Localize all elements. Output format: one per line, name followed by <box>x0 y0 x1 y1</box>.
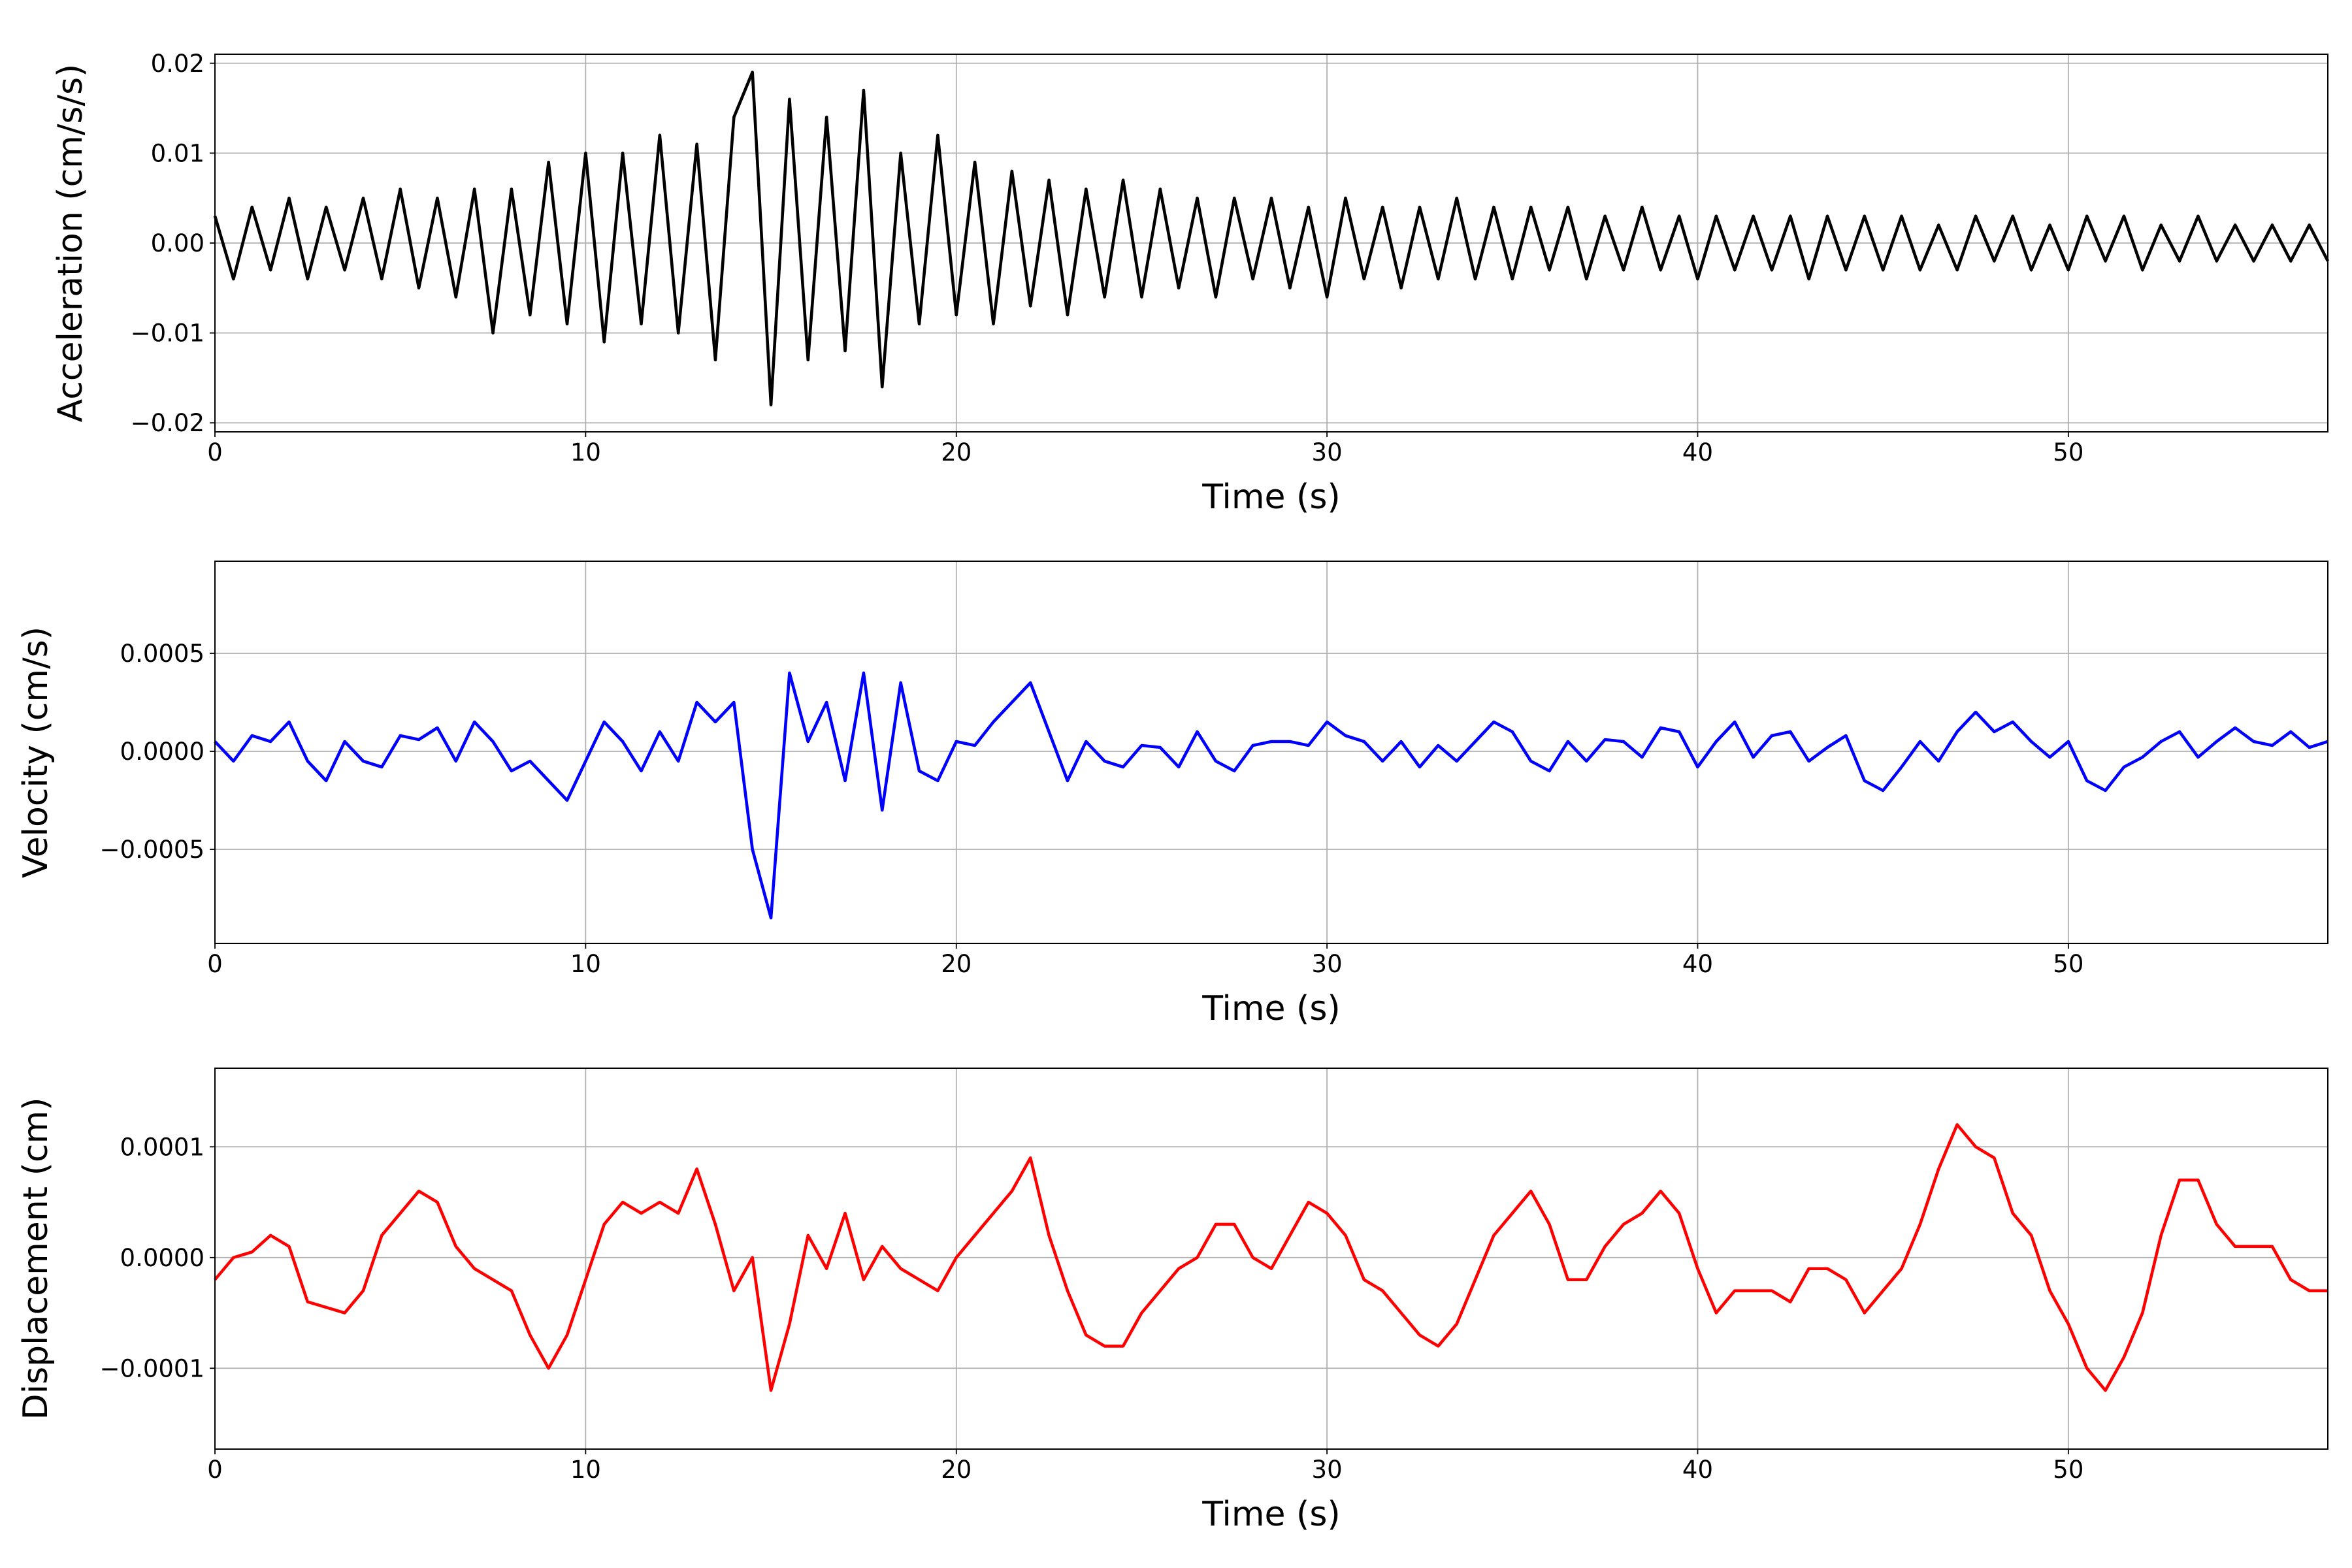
x-tick-label: 40 <box>1682 950 1713 978</box>
data-line <box>213 71 2330 407</box>
y-tick-label: −0.02 <box>131 409 204 437</box>
x-tick-label: 30 <box>1312 438 1343 466</box>
y-tick-label: −0.01 <box>131 319 204 348</box>
x-axis-label: Time (s) <box>1201 478 1340 517</box>
x-tick-label: 40 <box>1682 438 1713 466</box>
y-tick-label: 0.0000 <box>120 738 204 766</box>
x-axis-label: Time (s) <box>1201 989 1340 1028</box>
y-tick-label: −0.0005 <box>100 836 204 864</box>
subplot: 0 10 20 30 40 50 −0.0001 0.0000 0.0001 Time (s) Di… <box>16 1068 2328 1534</box>
x-tick-label: 0 <box>207 950 223 978</box>
y-axis-label: Velocity (cm/s) <box>16 627 56 878</box>
y-tick-label: 0.01 <box>151 139 204 167</box>
x-tick-label: 10 <box>570 950 601 978</box>
x-tick-label: 0 <box>207 438 223 466</box>
y-axis-label: Displacement (cm) <box>16 1098 56 1420</box>
y-tick-label: 0.0000 <box>120 1244 204 1272</box>
x-tick-label: 30 <box>1312 950 1343 978</box>
axes-frame <box>214 561 2328 944</box>
x-tick-label: 30 <box>1312 1456 1343 1484</box>
data-line <box>214 1123 2328 1392</box>
subplot: 0 10 20 30 40 50 −0.0005 0.0000 0.0005 Time (s) Ve… <box>16 561 2328 1028</box>
x-tick-label: 20 <box>941 1456 972 1484</box>
y-tick-label: 0.02 <box>151 50 204 78</box>
x-axis-label: Time (s) <box>1201 1495 1340 1534</box>
x-tick-label: 50 <box>2053 1456 2083 1484</box>
y-tick-label: 0.0001 <box>120 1133 204 1161</box>
y-axis-label: Acceleration (cm/s/s) <box>51 64 90 423</box>
x-tick-label: 20 <box>941 950 972 978</box>
x-tick-label: 10 <box>570 438 601 466</box>
x-tick-label: 50 <box>2053 438 2083 466</box>
x-tick-label: 40 <box>1682 1456 1713 1484</box>
axes-frame <box>214 54 2328 433</box>
x-tick-label: 20 <box>941 438 972 466</box>
axes-frame <box>214 1068 2328 1450</box>
y-tick-label: −0.0001 <box>100 1354 204 1382</box>
y-tick-label: 0.00 <box>151 229 204 257</box>
x-tick-label: 50 <box>2053 950 2083 978</box>
x-tick-label: 0 <box>207 1456 223 1484</box>
y-tick-label: 0.0005 <box>120 640 204 668</box>
data-line <box>214 671 2328 920</box>
x-tick-label: 10 <box>570 1456 601 1484</box>
subplot: 0 10 20 30 40 50 −0.02 −0.01 0.00 0.01 0.02 Time (s… <box>51 50 2330 517</box>
